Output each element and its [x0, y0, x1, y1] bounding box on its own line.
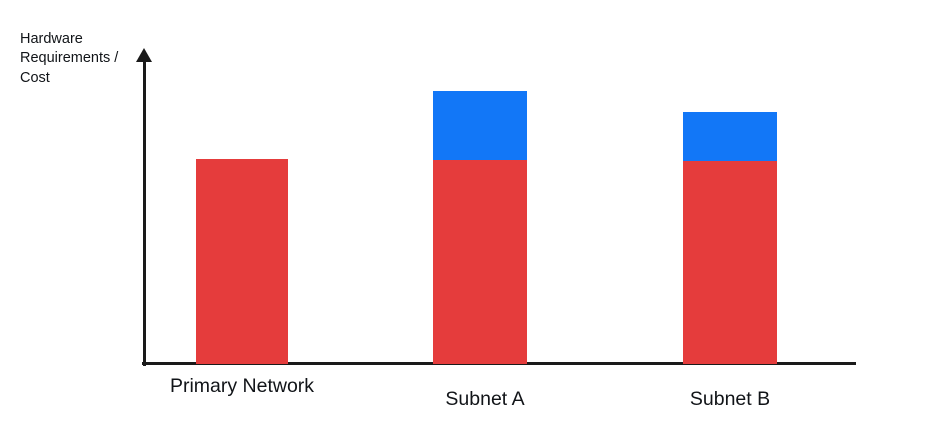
bar-subnet-a	[433, 91, 527, 364]
x-category-label-primary-network: Primary Network	[169, 375, 315, 397]
x-category-label-subnet-b: Subnet B	[689, 388, 771, 410]
bar-segment-blue	[683, 112, 777, 161]
y-axis-label: Hardware Requirements / Cost	[20, 31, 119, 86]
y-axis-arrowhead-icon	[136, 48, 152, 62]
bar-segment-red	[196, 159, 288, 364]
bar-subnet-b	[683, 112, 777, 364]
bar-primary-network	[196, 159, 288, 364]
y-axis-line	[143, 58, 146, 366]
bar-segment-blue	[433, 91, 527, 160]
x-category-label-subnet-a: Subnet A	[445, 388, 525, 410]
bar-segment-red	[433, 160, 527, 364]
bar-segment-red	[683, 161, 777, 364]
